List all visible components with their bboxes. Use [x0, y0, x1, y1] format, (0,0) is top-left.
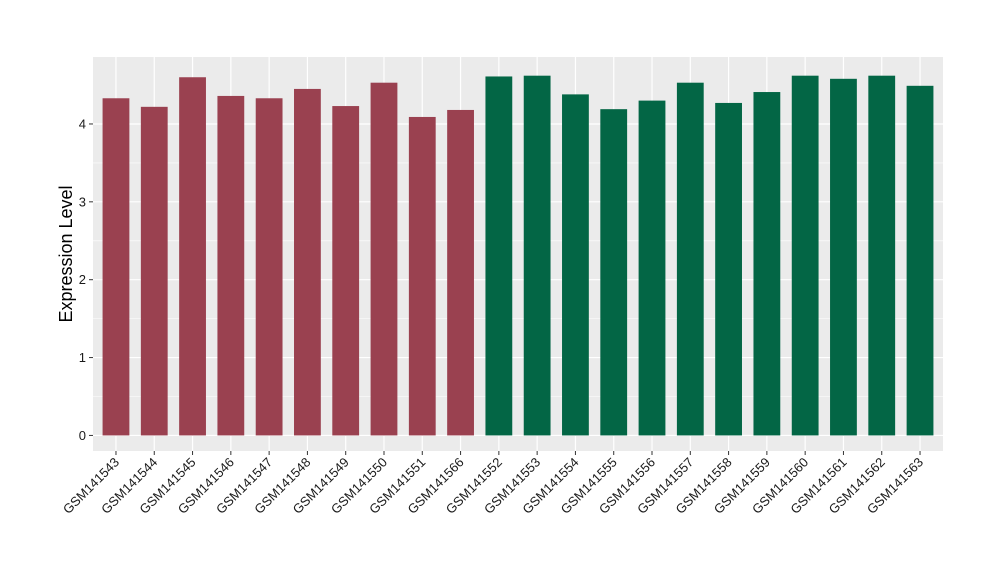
- bar-GSM141560: [791, 75, 819, 436]
- y-tick-label: 2: [79, 272, 86, 287]
- y-axis-title: Expression Level: [56, 185, 76, 322]
- bar-GSM141553: [523, 75, 551, 436]
- bar-GSM141557: [676, 82, 704, 436]
- bar-GSM141545: [179, 77, 206, 436]
- y-axis: 0 1 2 3 4: [79, 116, 93, 443]
- bar-GSM141550: [370, 82, 398, 436]
- bar-GSM141555: [600, 109, 628, 436]
- y-tick-label: 0: [79, 428, 86, 443]
- bar-GSM141563: [906, 85, 934, 436]
- bar-GSM141558: [715, 102, 742, 436]
- bar-GSM141544: [140, 106, 168, 436]
- bars: [102, 75, 934, 436]
- bar-GSM141562: [868, 75, 896, 436]
- y-tick-label: 1: [79, 350, 86, 365]
- bar-GSM141548: [294, 88, 321, 436]
- x-axis: GSM141543GSM141544GSM141545GSM141546GSM1…: [60, 451, 926, 517]
- y-tick-label: 4: [79, 116, 86, 131]
- bar-GSM141549: [332, 106, 360, 436]
- bar-GSM141547: [255, 98, 283, 436]
- bar-GSM141546: [217, 95, 245, 436]
- bar-GSM141552: [485, 76, 513, 436]
- y-tick-label: 3: [79, 194, 86, 209]
- bar-GSM141561: [830, 78, 857, 436]
- bar-GSM141554: [562, 94, 589, 436]
- bar-GSM141556: [638, 100, 666, 436]
- bar-GSM141566: [447, 109, 474, 436]
- bar-GSM141543: [102, 98, 130, 436]
- bar-GSM141551: [408, 116, 436, 436]
- bar-GSM141559: [753, 92, 781, 436]
